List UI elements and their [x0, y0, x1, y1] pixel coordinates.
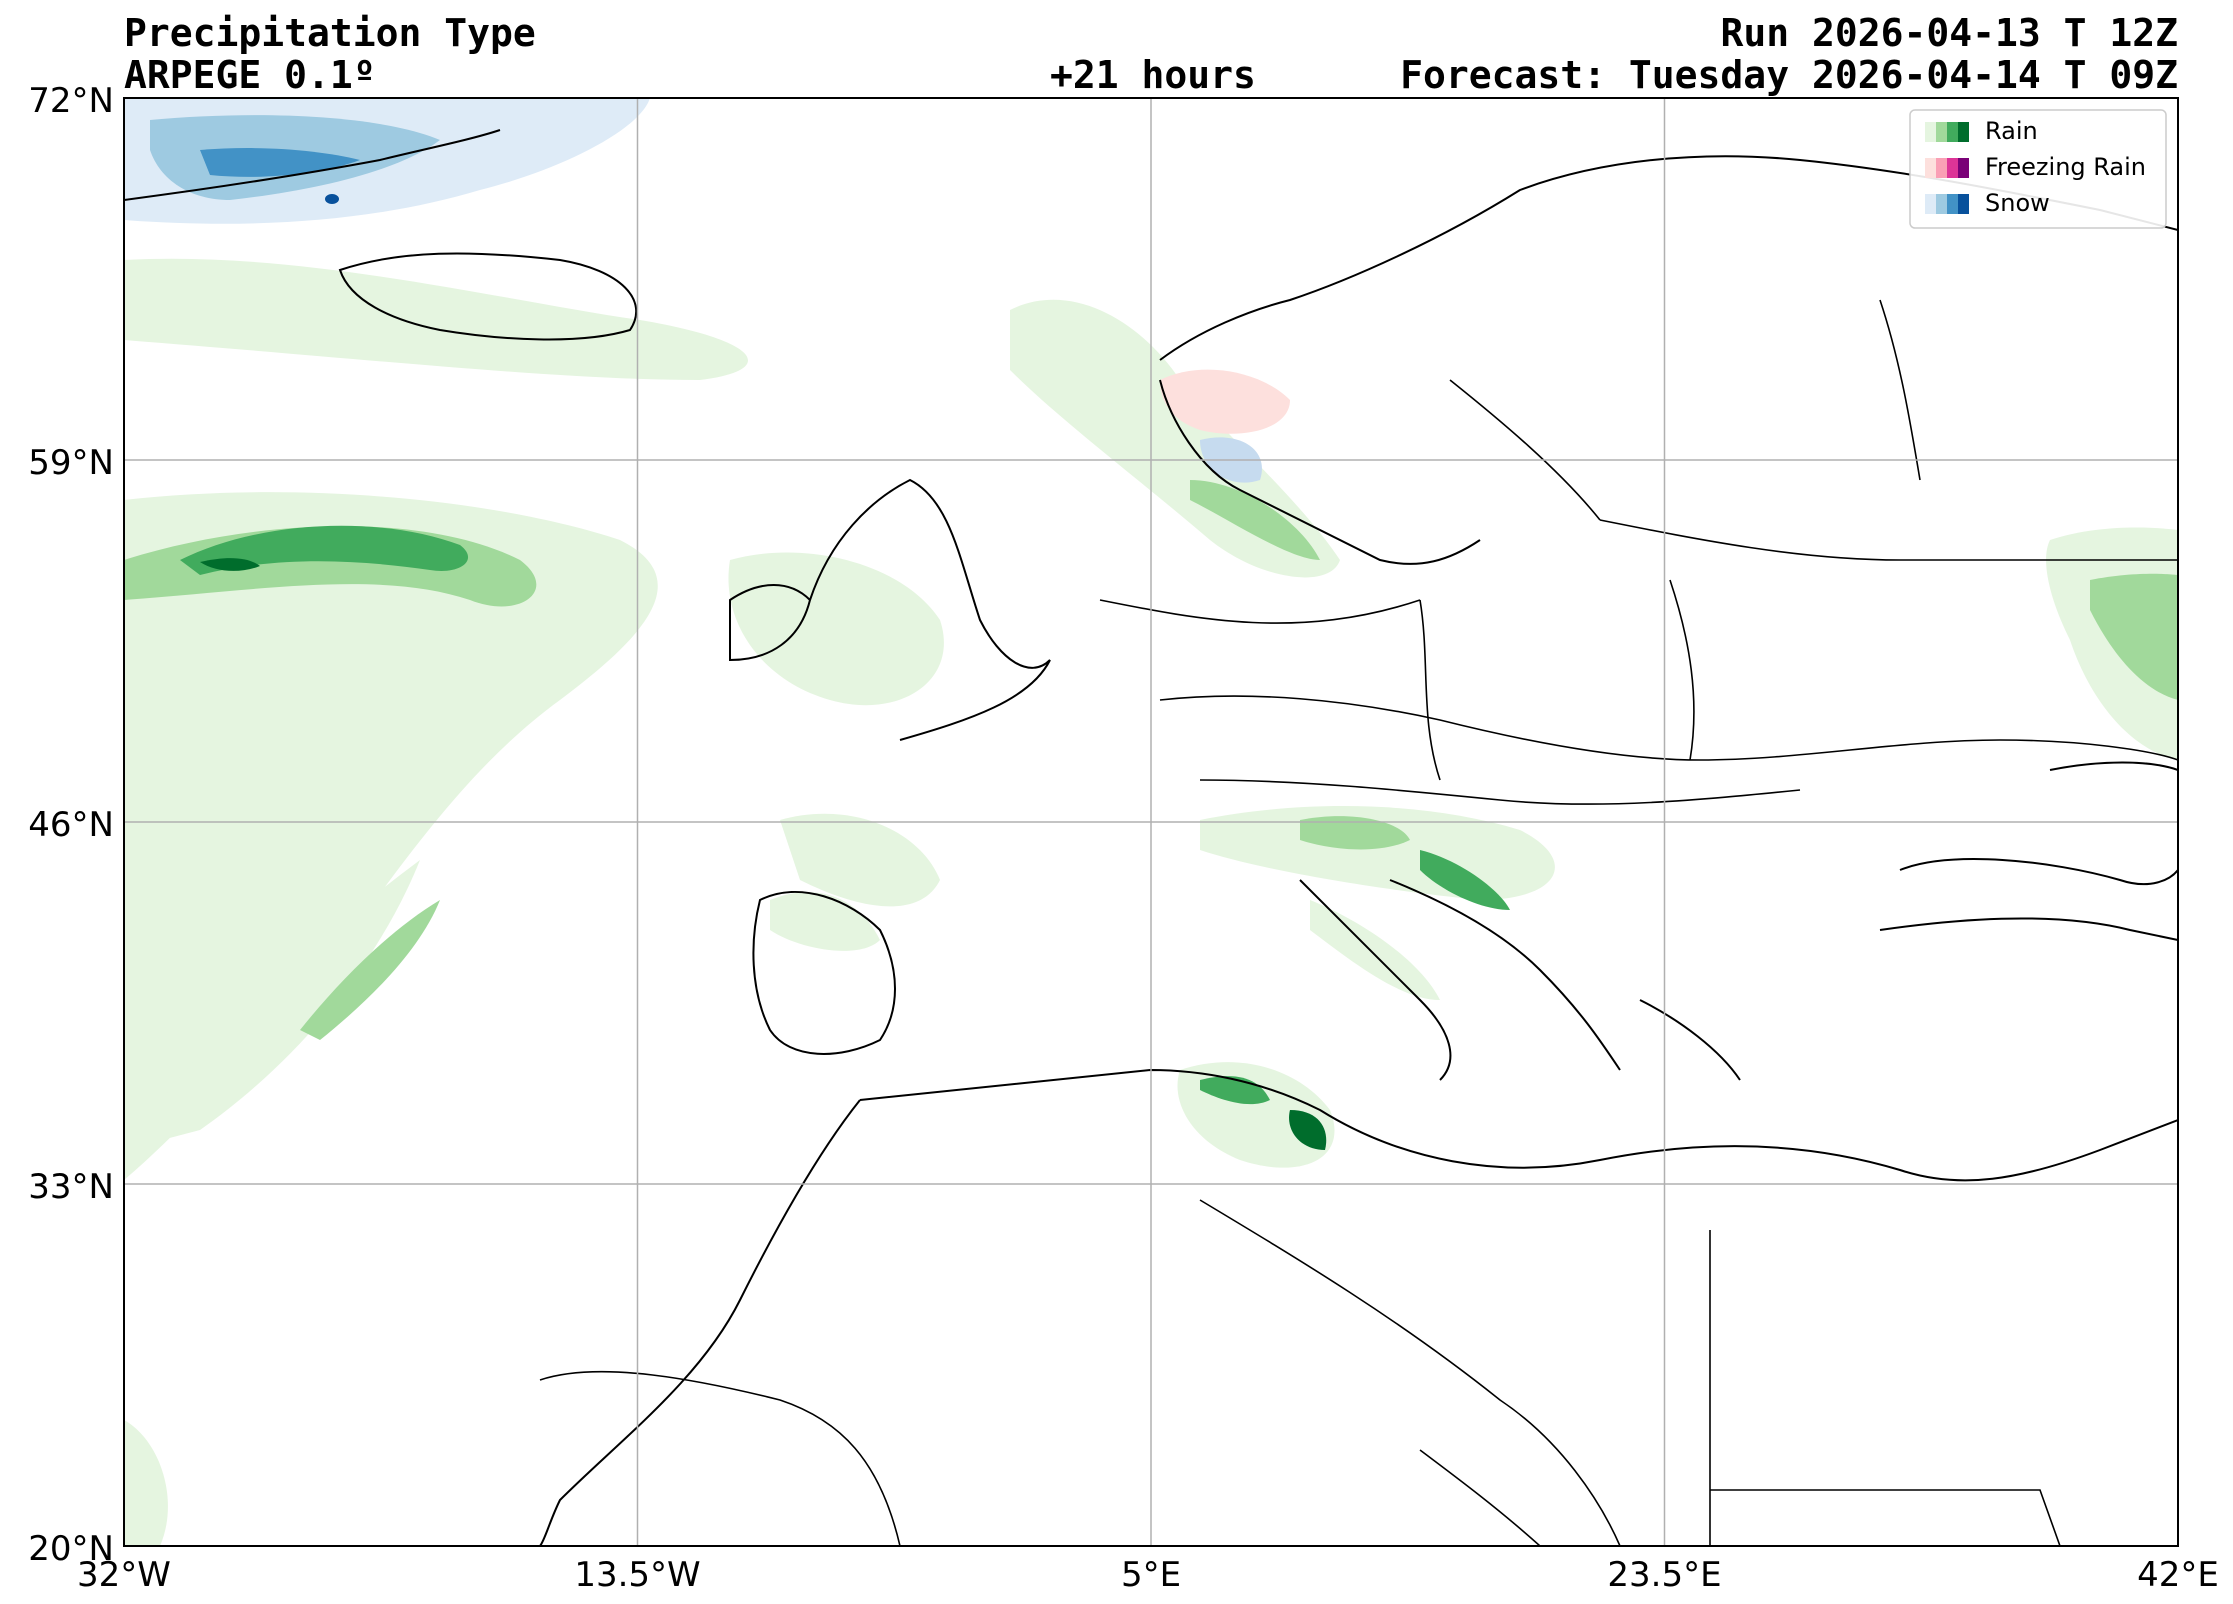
- snow-area: [200, 148, 360, 177]
- rain-area: [2090, 573, 2178, 700]
- lat-tick-label: 46°N: [28, 805, 114, 845]
- country-borders: [539, 299, 2178, 1546]
- legend-swatch: [1958, 194, 1969, 214]
- rain-area: [1289, 1110, 1327, 1150]
- legend-entry: Rain: [1925, 117, 2038, 145]
- legend-swatch: [1925, 122, 1936, 142]
- rain-area: [728, 552, 944, 706]
- axis-ticks: 72°N 59°N 46°N 33°N 20°N32°W 13.5°W 5°E 23.5°E 4…: [28, 81, 2219, 1595]
- lat-tick-label: 72°N: [28, 81, 114, 121]
- lat-tick-label: 20°N: [28, 1529, 114, 1569]
- legend-swatch: [1936, 158, 1947, 178]
- legend: Rain Freezing Rain Snow: [1909, 109, 2167, 229]
- legend-swatch: [1947, 158, 1958, 178]
- rain-area: [124, 258, 748, 380]
- rain-area: [1310, 900, 1440, 1000]
- lon-tick-label: 23.5°E: [1607, 1555, 1721, 1595]
- legend-label: Rain: [1985, 117, 2038, 145]
- rain-area: [1200, 806, 1555, 900]
- lon-tick-label: 42°E: [2137, 1555, 2219, 1595]
- lead-time-label: +21 hours: [1050, 53, 1256, 97]
- legend-box: [1909, 109, 2167, 229]
- legend-label: Freezing Rain: [1985, 153, 2146, 181]
- legend-swatch: [1958, 158, 1969, 178]
- rain-area: [124, 860, 420, 1150]
- legend-entry: Snow: [1925, 189, 2050, 217]
- lon-tick-label: 13.5°W: [574, 1555, 700, 1595]
- lon-tick-label: 5°E: [1121, 1555, 1181, 1595]
- lon-tick-label: 32°W: [77, 1555, 171, 1595]
- lat-tick-label: 59°N: [28, 443, 114, 483]
- rain-area: [780, 813, 940, 907]
- snow-area: [325, 194, 339, 204]
- legend-swatch: [1925, 158, 1936, 178]
- rain-area: [300, 900, 440, 1040]
- map-title: Precipitation Type: [124, 11, 536, 55]
- model-label: ARPEGE 0.1º: [124, 53, 376, 97]
- freezing-rain-area: [1160, 369, 1290, 434]
- map-frame: [123, 97, 2179, 1547]
- run-label: Run 2026-04-13 T 12Z: [1720, 11, 2178, 55]
- rain-area: [1190, 480, 1320, 560]
- rain-area: [200, 558, 260, 571]
- legend-swatch: [1936, 194, 1947, 214]
- legend-entry: Freezing Rain: [1925, 153, 2146, 181]
- rain-area: [770, 892, 880, 951]
- legend-swatch: [1947, 194, 1958, 214]
- forecast-label: Forecast: Tuesday 2026-04-14 T 09Z: [1400, 53, 2178, 97]
- lat-tick-label: 33°N: [28, 1167, 114, 1207]
- precipitation-fields: [124, 98, 2178, 1546]
- legend-swatch: [1947, 122, 1958, 142]
- rain-area: [124, 1420, 168, 1546]
- rain-area: [1300, 816, 1410, 850]
- legend-swatch: [1958, 122, 1969, 142]
- rain-area: [1420, 850, 1510, 910]
- legend-label: Snow: [1985, 189, 2050, 217]
- legend-swatch: [1936, 122, 1947, 142]
- legend-swatch: [1925, 194, 1936, 214]
